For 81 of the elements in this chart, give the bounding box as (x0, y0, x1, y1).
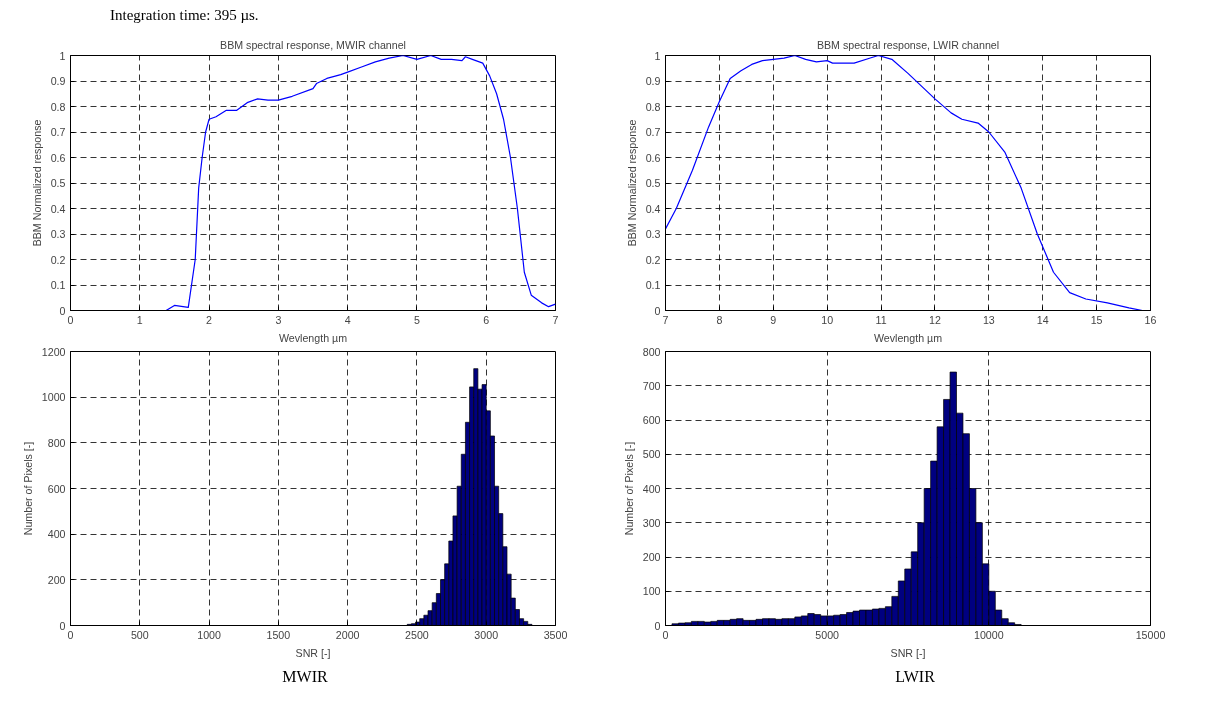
y-tick-label: 0.6 (645, 151, 661, 164)
y-tick-label: 400 (47, 528, 66, 541)
y-tick-label: 0.5 (50, 177, 66, 190)
x-tick-label: 15 (1090, 313, 1103, 326)
y-tick-label: 0.7 (50, 126, 66, 139)
y-axis-title: Number of Pixels [-] (622, 442, 635, 536)
y-tick-label: 1000 (41, 391, 66, 404)
y-tick-label: 0.2 (645, 253, 661, 266)
y-tick-label: 600 (47, 482, 66, 495)
x-tick-label: 16 (1144, 313, 1157, 326)
y-tick-label: 0 (59, 304, 66, 317)
x-tick-label: 15000 (1135, 628, 1166, 641)
text: MWIR (282, 667, 328, 688)
x-tick-label: 9 (770, 313, 777, 326)
y-tick-label: 0 (59, 619, 66, 632)
x-tick-label: 7 (552, 313, 559, 326)
y-tick-label: 200 (47, 574, 66, 587)
y-tick-label: 0.1 (50, 279, 66, 292)
x-tick-label: 10000 (974, 628, 1004, 641)
x-tick-label: 2 (206, 313, 213, 326)
y-tick-label: 0.5 (645, 177, 661, 190)
y-tick-label: 0.3 (645, 228, 661, 241)
y-tick-label: 0.8 (645, 100, 661, 113)
x-tick-label: 0 (67, 628, 74, 641)
y-tick-label: 0.3 (50, 228, 66, 241)
x-axis-title: SNR [-] (295, 646, 331, 659)
y-axis-title: BBM Normalized response (625, 119, 638, 247)
x-tick-label: 0 (67, 313, 74, 326)
y-tick-label: 1 (59, 49, 66, 62)
y-axis-title: BBM Normalized response (30, 119, 43, 247)
y-tick-label: 0.4 (50, 202, 66, 215)
y-tick-label: 800 (47, 437, 66, 450)
text: LWIR (895, 667, 935, 688)
chart-title: BBM spectral response, LWIR channel (816, 38, 1000, 51)
x-tick-label: 2000 (335, 628, 360, 641)
y-tick-label: 0 (654, 304, 661, 317)
x-tick-label: 12 (929, 313, 941, 326)
y-tick-label: 0.6 (50, 151, 66, 164)
x-tick-label: 3000 (474, 628, 499, 641)
y-tick-label: 200 (642, 551, 661, 564)
y-tick-label: 400 (642, 482, 661, 495)
x-tick-label: 3 (275, 313, 282, 326)
y-tick-label: 0.2 (50, 253, 66, 266)
y-tick-label: 0.4 (645, 202, 661, 215)
x-tick-label: 4 (344, 313, 351, 326)
x-tick-label: 5000 (815, 628, 840, 641)
x-axis-title: Wevlength µm (873, 331, 943, 344)
y-tick-label: 0.9 (645, 75, 661, 88)
y-tick-label: 0.8 (50, 100, 66, 113)
chart-title: BBM spectral response, MWIR channel (220, 38, 406, 51)
y-tick-label: 500 (642, 448, 661, 461)
y-tick-label: 1 (654, 49, 661, 62)
x-tick-label: 5 (413, 313, 420, 326)
x-tick-label: 0 (662, 628, 669, 641)
x-tick-label: 13 (982, 313, 995, 326)
y-tick-label: 0.7 (645, 126, 661, 139)
y-tick-label: 0 (654, 619, 661, 632)
y-tick-label: 100 (642, 585, 661, 598)
x-tick-label: 1000 (197, 628, 221, 641)
x-tick-label: 11 (875, 313, 887, 326)
x-tick-label: 7 (662, 313, 669, 326)
x-tick-label: 500 (130, 628, 149, 641)
y-tick-label: 1200 (41, 345, 66, 358)
y-tick-label: 700 (642, 380, 661, 393)
x-tick-label: 2500 (405, 628, 429, 641)
x-axis-title: SNR [-] (890, 646, 926, 659)
y-tick-label: 600 (642, 414, 661, 427)
y-tick-label: 300 (642, 517, 661, 530)
x-tick-label: 1500 (266, 628, 291, 641)
y-tick-label: 0.1 (645, 279, 661, 292)
y-tick-label: 800 (642, 345, 661, 358)
x-tick-label: 1 (136, 313, 143, 326)
x-axis-title: Wevlength µm (278, 331, 348, 344)
x-tick-label: 6 (483, 313, 490, 326)
y-axis-title: Number of Pixels [-] (21, 442, 34, 536)
y-tick-label: 0.9 (50, 75, 66, 88)
x-tick-label: 3500 (543, 628, 568, 641)
x-tick-label: 8 (716, 313, 723, 326)
x-tick-label: 10 (821, 313, 834, 326)
x-tick-label: 14 (1036, 313, 1049, 326)
text: Integration time: 395 µs. (110, 6, 259, 25)
